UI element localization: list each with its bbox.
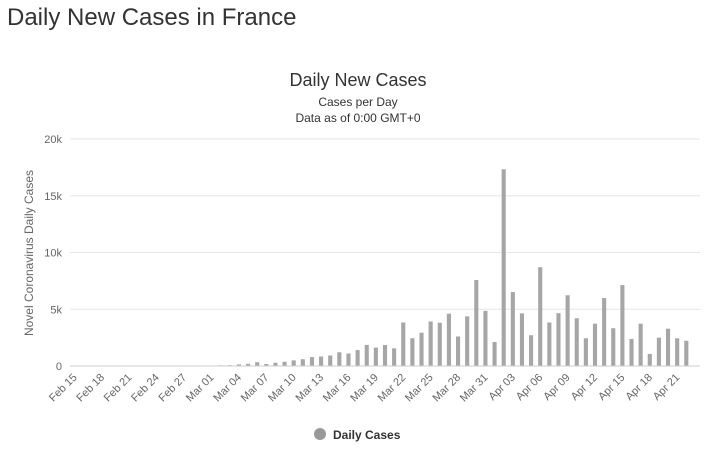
x-tick-label: Mar 28 [430,372,463,405]
bar[interactable]: Apr 09: 6232 [565,295,570,366]
bar[interactable]: Mar 19: 1617 [373,347,378,366]
bar[interactable]: Apr 18: 1061 [647,353,652,366]
y-tick-label: 10k [44,248,62,260]
x-tick-label: Mar 16 [321,372,354,405]
bar[interactable]: Mar 18: 1861 [364,344,369,366]
bar[interactable]: Mar 10: 497 [291,360,296,366]
y-tick-label: 0 [56,361,62,373]
bar[interactable]: Apr 12: 3729 [592,323,598,366]
bar-series-daily-cases[interactable]: Feb 15: 0Feb 16: 0Feb 17: 0Feb 18: 0Feb … [163,169,689,366]
bar[interactable]: Apr 06: 8704 [538,267,543,366]
bar[interactable]: Apr 07: 3836 [547,322,552,366]
y-tick-label: 15k [44,191,62,203]
page-title: Daily New Cases in France [7,4,297,31]
y-tick-label: 5k [50,304,62,316]
bar[interactable]: Mar 29: 4376 [465,316,470,366]
bar[interactable]: Apr 11: 2446 [583,338,588,366]
bar[interactable]: Mar 31: 4861 [483,310,488,366]
x-tick-label: Feb 21 [102,372,135,405]
legend-label[interactable]: Daily Cases [333,428,401,442]
x-tick-label: Feb 15 [47,372,80,405]
chart-subtitle-line-1: Cases per Day [318,95,397,109]
bar[interactable]: Apr 14: 3328 [611,328,616,366]
x-tick-label: Mar 25 [403,372,436,405]
y-tick-label: 20k [44,134,62,146]
bar[interactable]: Apr 15: 7126 [620,285,625,366]
x-tick-label: Apr 15 [596,372,627,403]
bar[interactable]: Apr 10: 4206 [574,318,579,366]
bar[interactable]: Mar 16: 1097 [346,353,351,366]
bar[interactable]: Mar 24: 2931 [419,332,424,366]
gridlines [70,138,700,310]
bar[interactable]: Apr 22: 2222 [684,340,689,366]
bar[interactable]: Mar 11: 595 [300,359,305,366]
x-tick-label: Mar 07 [239,372,272,405]
x-tick-label: Feb 27 [157,372,190,405]
bar[interactable]: Apr 05: 2710 [529,335,534,366]
bar[interactable]: Mar 21: 1559 [392,348,397,366]
bar[interactable]: Mar 28: 2599 [455,336,461,366]
y-axis-ticks: 0 5k 10k 15k 20k [44,134,62,373]
bar[interactable]: Mar 27: 4611 [446,313,451,366]
y-axis-label: Novel Coronavirus Daily Cases [22,170,36,336]
x-tick-label: Mar 04 [211,372,244,405]
bar[interactable]: Mar 17: 1404 [355,350,360,366]
bar[interactable]: Mar 12: 785 [309,357,315,366]
bar[interactable]: Apr 17: 3729 [638,323,643,366]
bar[interactable]: Mar 05: 190 [245,363,251,366]
chart-subtitle-line-2: Data as of 0:00 GMT+0 [295,111,420,125]
bar[interactable]: Mar 14: 924 [328,355,333,366]
x-tick-label: Apr 03 [487,372,518,403]
bar[interactable]: Mar 06: 336 [255,362,260,366]
bar[interactable]: Apr 20: 3288 [665,328,671,366]
bar[interactable]: Apr 08: 4656 [556,313,561,366]
x-tick-label: Mar 13 [294,372,327,405]
x-tick-label: Apr 21 [651,372,682,403]
x-tick-label: Mar 22 [376,372,409,405]
bar[interactable]: Mar 09: 372 [282,361,287,366]
bar[interactable]: Apr 21: 2443 [675,338,680,366]
x-tick-label: Mar 01 [184,372,217,405]
bar[interactable]: Mar 15: 1210 [337,352,342,366]
bar[interactable]: Apr 03: 6513 [510,292,515,366]
x-tick-label: Apr 06 [514,372,545,403]
bar[interactable]: Mar 26: 3809 [437,322,442,366]
x-tick-label: Feb 18 [74,372,107,405]
bar[interactable]: Apr 01: 2116 [492,341,497,366]
legend[interactable]: Daily Cases [314,428,401,442]
bar[interactable]: Mar 22: 3838 [401,322,406,366]
bar[interactable]: Apr 02: 17335 [501,169,506,366]
bar[interactable]: Apr 19: 2497 [656,337,661,366]
x-tick-label: Apr 18 [623,372,654,403]
x-tick-label: Apr 12 [569,372,600,403]
bar[interactable]: Mar 20: 1847 [382,345,388,366]
x-tick-label: Feb 24 [129,372,162,405]
bar[interactable]: Mar 30: 7578 [474,279,479,366]
bar[interactable]: Mar 04: 138 [236,364,241,366]
x-tick-label: Mar 19 [348,372,381,405]
x-tick-label: Mar 10 [266,372,299,405]
bar[interactable]: Mar 08: 286 [273,362,278,366]
bar[interactable]: Apr 04: 4637 [519,313,525,366]
bar[interactable]: Apr 16: 2385 [629,338,634,366]
x-tick-label: Apr 09 [541,372,572,403]
bar[interactable]: Mar 07: 177 [264,363,269,366]
bar[interactable]: Apr 13: 5986 [602,298,607,366]
chart-title: Daily New Cases [289,70,426,90]
bar[interactable]: Mar 25: 3922 [428,321,433,366]
x-tick-label: Mar 31 [458,372,491,405]
legend-marker[interactable] [314,428,326,440]
bar[interactable]: Mar 23: 2446 [410,338,415,366]
bar[interactable]: Mar 13: 838 [319,356,324,366]
